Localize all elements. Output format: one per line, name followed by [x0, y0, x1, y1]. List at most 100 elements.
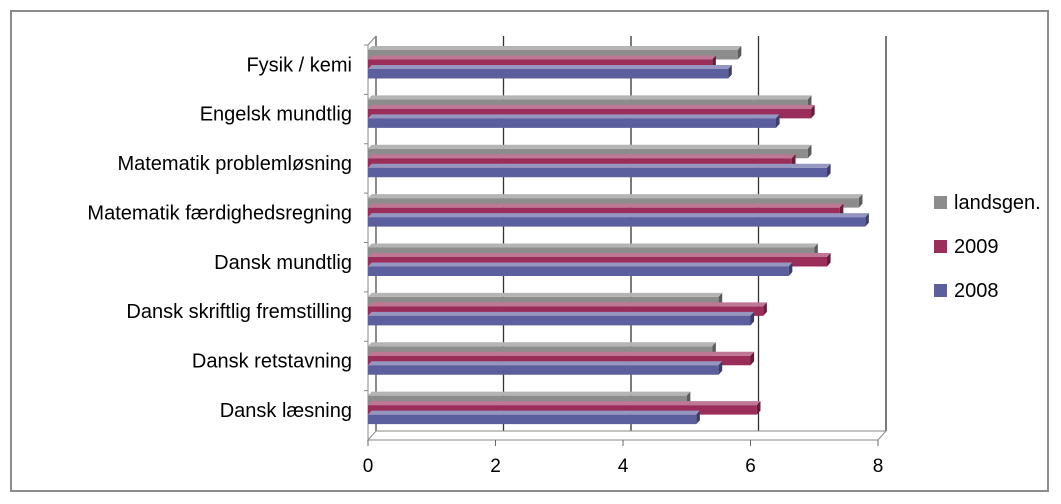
bar-top — [368, 154, 796, 159]
legend: landsgen. 2009 2008 — [934, 192, 1041, 302]
bar-end — [807, 144, 812, 159]
bar-top — [368, 104, 815, 109]
bar-layer — [368, 45, 869, 425]
bar-front — [368, 395, 687, 406]
bar — [368, 401, 761, 415]
bar-top — [368, 144, 812, 149]
category-label: Fysik / kemi — [246, 54, 352, 76]
label-layer: 0 2 4 6 8 Fysik / kemi Engelsk mundtlig Matemat… — [87, 54, 883, 477]
bar-front — [368, 365, 719, 375]
bar-front — [368, 257, 827, 267]
legend-swatch — [934, 240, 947, 253]
bar-top — [368, 342, 716, 347]
legend-label: 2008 — [954, 280, 999, 302]
category-label: Dansk læsning — [220, 400, 352, 422]
bar-top — [368, 243, 818, 248]
bar-front — [368, 148, 808, 159]
bar-top — [368, 292, 723, 297]
bar-front — [368, 167, 827, 178]
category-label: Dansk skriftlig fremstilling — [126, 301, 352, 323]
x-tick-label: 4 — [618, 456, 629, 477]
bar-end — [827, 252, 831, 267]
bar-top — [368, 55, 716, 60]
bar — [368, 361, 723, 375]
bar-top — [368, 361, 723, 366]
bar — [368, 144, 812, 159]
bar — [368, 351, 755, 366]
legend-swatch — [934, 284, 947, 297]
bar — [368, 163, 831, 178]
bar-top — [368, 262, 793, 267]
category-label: Matematik problemløsning — [117, 153, 352, 175]
bar — [368, 104, 815, 119]
bar-end — [858, 194, 863, 208]
bar-end — [811, 104, 815, 119]
bar — [368, 302, 767, 316]
bar-end — [827, 163, 831, 178]
bar-end — [728, 64, 732, 79]
category-label: Dansk retstavning — [192, 351, 352, 373]
bar — [368, 45, 742, 60]
bar-front — [368, 108, 812, 119]
bar-end — [865, 213, 869, 227]
legend-swatch — [934, 196, 947, 209]
bar-end — [750, 351, 755, 366]
x-tick-label: 8 — [873, 456, 884, 477]
bar-front — [368, 69, 729, 79]
bar-front — [368, 315, 751, 326]
bar-front — [368, 247, 815, 257]
bar — [368, 114, 780, 128]
bar-top — [368, 311, 755, 316]
bar-end — [737, 45, 742, 60]
bar-front — [368, 414, 697, 425]
bar-top — [368, 114, 780, 119]
bar-end — [696, 410, 700, 425]
bar-top — [368, 391, 691, 396]
bar-front — [368, 296, 719, 307]
category-label: Engelsk mundtlig — [200, 104, 352, 126]
bar-front — [368, 217, 866, 227]
bar-front — [368, 266, 789, 276]
bar-front — [368, 346, 713, 356]
bar-front — [368, 158, 792, 168]
bar-end — [718, 361, 723, 375]
bar-top — [368, 194, 863, 199]
bar-top — [368, 95, 812, 100]
bar-top — [368, 203, 844, 208]
legend-label: landsgen. — [954, 192, 1041, 214]
bar-end — [756, 401, 761, 415]
floor — [366, 430, 888, 441]
x-tick-label: 6 — [745, 456, 756, 477]
bar-top — [368, 351, 755, 356]
x-tick-label: 2 — [490, 456, 501, 477]
bar-front — [368, 405, 757, 415]
bar-front — [368, 59, 713, 69]
bar-top — [368, 45, 742, 50]
bar-front — [368, 207, 840, 218]
legend-label: 2009 — [954, 236, 999, 258]
bar — [368, 64, 732, 79]
bar — [368, 213, 869, 227]
bar-top — [368, 64, 732, 69]
bar-front — [368, 306, 764, 316]
category-label: Matematik færdighedsregning — [87, 202, 352, 224]
y-axis-depth — [367, 35, 377, 46]
bar-top — [368, 302, 767, 307]
bar — [368, 194, 863, 208]
bar-end — [788, 262, 793, 276]
bar-front — [368, 355, 751, 366]
bar-top — [368, 213, 869, 218]
bar-top — [368, 410, 700, 415]
bar-end — [763, 302, 767, 316]
bar-front — [368, 50, 738, 60]
bar-end — [776, 114, 780, 128]
bar — [368, 252, 831, 267]
category-label: Dansk mundtlig — [214, 252, 352, 274]
bar-front — [368, 99, 808, 109]
bar — [368, 262, 793, 276]
bar-top — [368, 401, 761, 406]
bar-end — [750, 311, 755, 326]
bar-front — [368, 118, 776, 128]
x-tick-label: 0 — [363, 456, 374, 477]
